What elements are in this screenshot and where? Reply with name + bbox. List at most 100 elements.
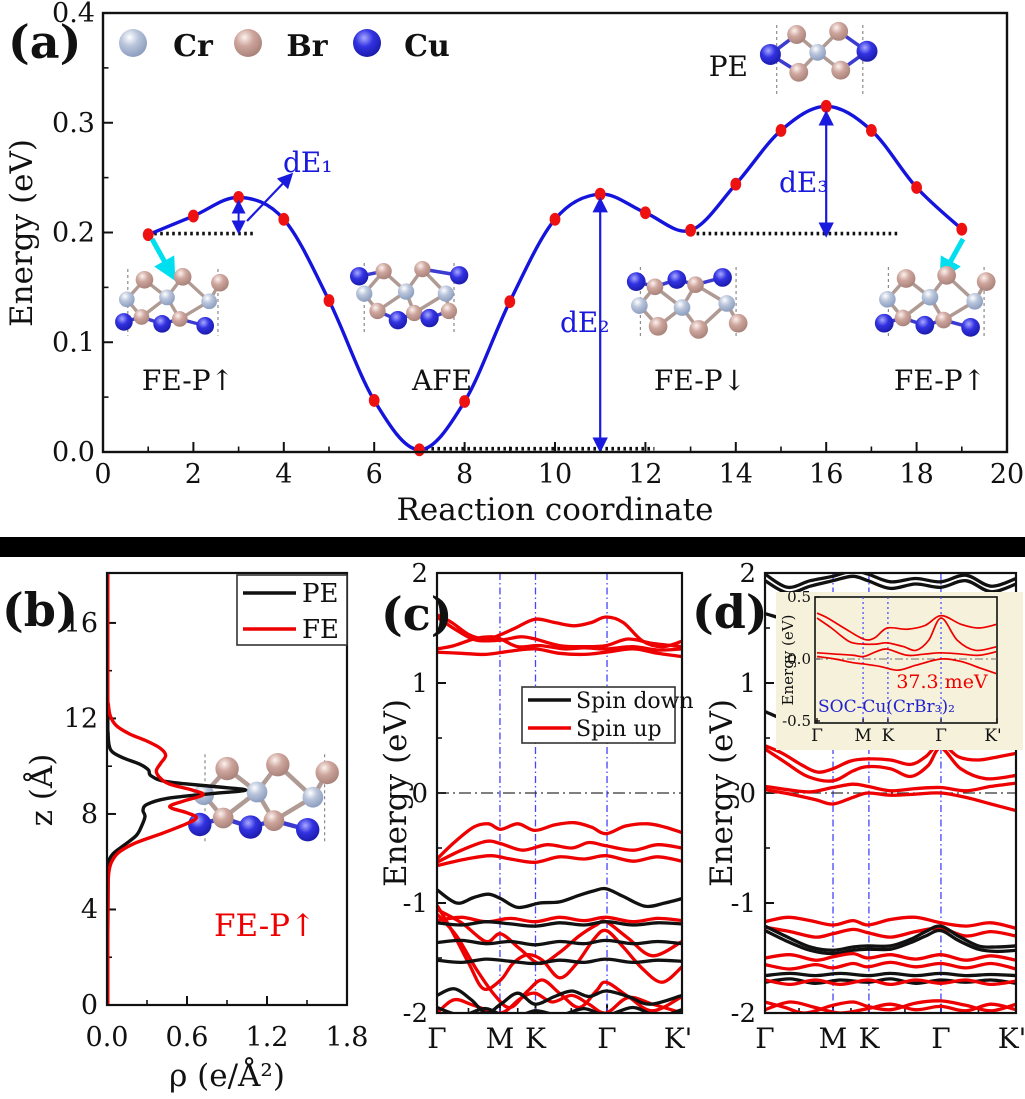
inset-k-label: Γ <box>935 726 947 746</box>
x-tick-label: 6 <box>366 459 383 490</box>
neb-curve <box>147 104 963 451</box>
band-red <box>766 960 1015 971</box>
atom-Br <box>687 276 704 294</box>
neb-point <box>414 443 425 457</box>
panel-a-chart: 0.0 0.1 0.2 0.3 0.4 0 2 4 6 8 10 12 14 16 18 20 <box>52 0 1024 490</box>
generated-charts-layer: 0.00.10.20.30.40 2 4 6 8 10 12 14 16 18 2004812160… <box>52 0 1025 1055</box>
band-red <box>766 781 1015 794</box>
k-label: Γ <box>597 1022 616 1055</box>
band-black <box>766 971 1015 978</box>
text-layer: (a) (b) (c) (d) Cr Br Cu Energy (eV) Rea… <box>2 15 988 1094</box>
atom-Cu <box>874 313 894 333</box>
neb-point <box>640 206 651 220</box>
legend-sphere-br <box>234 29 262 57</box>
atom-Br <box>173 268 192 286</box>
atom-Br <box>440 302 458 320</box>
neb-point <box>820 99 832 113</box>
panel-c-legend-box <box>521 686 676 744</box>
soc-inset-ylabel: Energy (eV) <box>779 615 797 706</box>
x-tick-label: 10 <box>538 459 572 490</box>
panel-label-c: (c) <box>381 587 453 641</box>
legend-label-br: Br <box>286 29 328 64</box>
band-red <box>438 635 681 652</box>
inset-k-label: K' <box>984 726 1001 746</box>
cyan-arrow-left <box>149 237 176 282</box>
barrier-label-de2: dE₂ <box>560 306 610 339</box>
band-black <box>438 957 681 966</box>
inset-k-label: M <box>854 726 871 746</box>
k-label: K' <box>664 1022 693 1055</box>
chart-soc-inset: 0.50.0-0.5Γ M K Γ K' <box>782 588 1002 746</box>
atom-Cr <box>809 43 827 61</box>
inset-band <box>816 612 996 641</box>
x-tick-label: 18 <box>899 459 933 490</box>
neb-point <box>911 181 922 194</box>
state-label-afe: AFE <box>411 364 472 397</box>
atom-Br <box>375 263 392 280</box>
neb-point <box>730 177 742 191</box>
y-tick-label: 0.1 <box>52 327 95 358</box>
band-red <box>766 978 1015 987</box>
band-red <box>438 904 681 992</box>
neb-point <box>775 124 787 137</box>
atom-Cr <box>118 291 135 308</box>
molecule-pe <box>759 21 878 97</box>
atom-Br <box>133 309 150 325</box>
k-label: K <box>858 1022 880 1055</box>
atom-Cr <box>159 289 175 306</box>
k-label: M <box>819 1022 848 1055</box>
legend-sphere-cr <box>119 29 147 57</box>
legend-label-pe: PE <box>302 579 338 609</box>
neb-point <box>278 212 290 226</box>
y-tick-label: -2 <box>731 999 756 1029</box>
atom-Br <box>369 302 386 320</box>
atom-Cr <box>966 293 984 310</box>
band-black <box>766 928 1015 956</box>
state-label-fe-up-left: FE-P↑ <box>142 364 234 397</box>
panel-d-ylabel: Energy (eV) <box>704 699 740 887</box>
barrier-label-de3: dE₃ <box>779 166 829 199</box>
panel-label-a: (a) <box>8 15 81 69</box>
atom-Br <box>646 278 664 296</box>
soc-inset-border <box>814 596 998 724</box>
y-tick-label: 0.2 <box>52 218 95 249</box>
atom-Cu <box>449 266 469 285</box>
y-tick-label: 16 <box>64 608 98 639</box>
atom-Cr <box>631 297 648 314</box>
x-tick-label: 8 <box>456 459 473 490</box>
chart-bands_panel_c: 210-1-2Γ M K Γ K' <box>403 559 693 1055</box>
band-red <box>438 908 681 966</box>
y-tick-label: 2 <box>739 559 756 589</box>
band-red <box>766 925 1015 939</box>
panel-b-state-label: FE-P↑ <box>214 908 316 944</box>
atom-Cr <box>879 290 896 308</box>
x-tick-label: 12 <box>628 459 662 490</box>
x-tick-label: 0 <box>94 459 111 490</box>
legend-label-spin-up: Spin up <box>576 717 662 742</box>
atom-Cu <box>759 43 781 65</box>
band-red <box>438 647 681 659</box>
state-label-fe-down: FE-P↓ <box>654 364 746 397</box>
panel-divider <box>0 537 1025 557</box>
band-red <box>766 915 1015 930</box>
atom-Cu <box>856 40 878 62</box>
panel-label-b: (b) <box>2 583 78 637</box>
atom-Br <box>787 25 807 44</box>
y-tick-label: 4 <box>81 894 98 925</box>
atom-Br <box>689 320 708 339</box>
panel-a-border <box>101 11 1009 454</box>
atom-Br <box>414 260 431 278</box>
k-label: Γ <box>427 1022 446 1055</box>
k-label: Γ <box>755 1022 774 1055</box>
y-tick-label: -2 <box>403 999 428 1029</box>
x-tick-label: 14 <box>719 459 753 490</box>
atom-Cu <box>115 313 133 331</box>
y-tick-label: 2 <box>411 559 428 589</box>
x-tick-label: 20 <box>990 459 1024 490</box>
y-tick-label: 12 <box>64 703 98 734</box>
atom-Cu <box>196 317 215 335</box>
k-label: M <box>486 1022 515 1055</box>
band-red <box>766 951 1015 962</box>
atom-Cr <box>673 299 691 316</box>
